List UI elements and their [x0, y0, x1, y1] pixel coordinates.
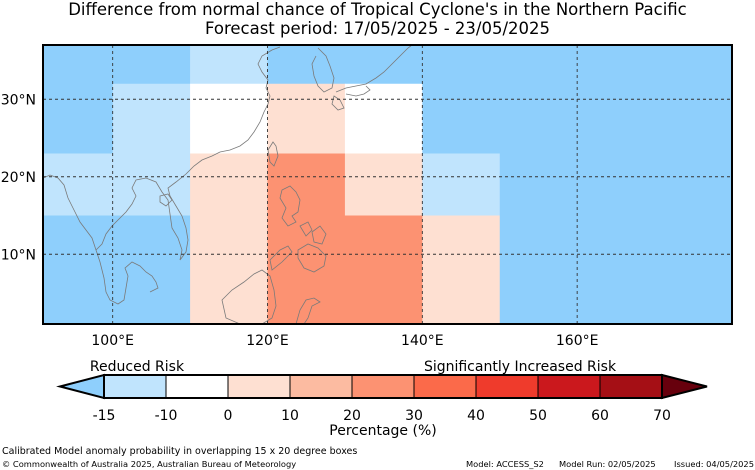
grid-cell-13 — [422, 153, 501, 216]
grid-cell-18 — [422, 215, 501, 324]
colorbar-segment-4 — [351, 374, 415, 399]
colorbar-tick-4: 20 — [343, 408, 361, 424]
grid-cell-4 — [112, 83, 191, 154]
lon-label-140: 140°E — [401, 333, 444, 349]
lon-label-120: 120°E — [246, 333, 289, 349]
increased-risk-label: Significantly Increased Risk — [424, 359, 617, 375]
grid-cell-6 — [267, 83, 346, 154]
lat-label-10: 10°N — [1, 247, 36, 263]
grid-cell-10 — [190, 153, 269, 216]
colorbar-units-label: Percentage (%) — [329, 423, 436, 439]
anomaly-grid — [43, 45, 732, 324]
colorbar-segment-2 — [227, 374, 291, 399]
lat-label-20: 20°N — [1, 170, 36, 186]
grid-cell-17 — [267, 215, 423, 324]
grid-cell-2 — [267, 45, 732, 85]
grid-cell-9 — [43, 153, 191, 216]
grid-cell-1 — [190, 45, 269, 85]
colorbar-segment-1 — [165, 374, 229, 399]
lat-label-30: 30°N — [1, 92, 36, 108]
chart-title: Difference from normal chance of Tropica… — [68, 0, 687, 19]
colorbar-high-extend — [661, 373, 708, 400]
graticule — [43, 45, 732, 324]
grid-cell-7 — [344, 83, 423, 154]
colorbar-segment-7 — [537, 374, 601, 399]
grid-cell-5 — [190, 83, 269, 154]
grid-cell-11 — [267, 153, 346, 216]
grid-cell-19 — [499, 215, 732, 324]
colorbar-segment-8 — [599, 374, 663, 399]
colorbar-tick-0: -15 — [93, 408, 116, 424]
colorbar-segment-0 — [103, 374, 167, 399]
map-border — [42, 44, 733, 325]
colorbar-tick-9: 70 — [653, 408, 671, 424]
colorbar-segment-6 — [475, 374, 539, 399]
colorbar-segment-5 — [413, 374, 477, 399]
colorbar-tick-1: -10 — [155, 408, 178, 424]
colorbar-tick-2: 0 — [224, 408, 233, 424]
longitude-tick-labels: 100°E 120°E 140°E 160°E — [91, 333, 598, 349]
grid-cell-16 — [190, 215, 269, 324]
grid-cell-3 — [43, 83, 114, 154]
colorbar-tick-5: 30 — [405, 408, 423, 424]
reduced-risk-label: Reduced Risk — [90, 359, 185, 375]
caption: Calibrated Model anomaly probability in … — [2, 446, 358, 457]
lon-label-160: 160°E — [556, 333, 599, 349]
colorbar-tick-8: 60 — [591, 408, 609, 424]
forecast-period: Forecast period: 17/05/2025 - 23/05/2025 — [204, 19, 551, 38]
colorbar-tick-3: 10 — [281, 408, 299, 424]
colorbar-tick-7: 50 — [529, 408, 547, 424]
grid-cell-14 — [499, 153, 732, 216]
model-name: Model: ACCESS_S2 — [466, 459, 544, 469]
colorbar-tick-labels: -15 -10 0 10 20 30 40 50 60 70 — [93, 408, 671, 424]
issued-date: Issued: 04/05/2025 — [674, 459, 754, 469]
colorbar-segment-3 — [289, 374, 353, 399]
grid-cell-15 — [43, 215, 191, 324]
lon-label-100: 100°E — [91, 333, 134, 349]
latitude-tick-labels: 30°N 20°N 10°N — [1, 92, 36, 263]
grid-cell-12 — [344, 153, 423, 216]
colorbar-tick-6: 40 — [467, 408, 485, 424]
grid-cell-0 — [43, 45, 191, 85]
colorbar — [56, 373, 708, 400]
colorbar-low-extend — [56, 373, 105, 400]
copyright: © Commonwealth of Australia 2025, Austra… — [2, 459, 297, 469]
model-run: Model Run: 02/05/2025 — [559, 459, 656, 469]
